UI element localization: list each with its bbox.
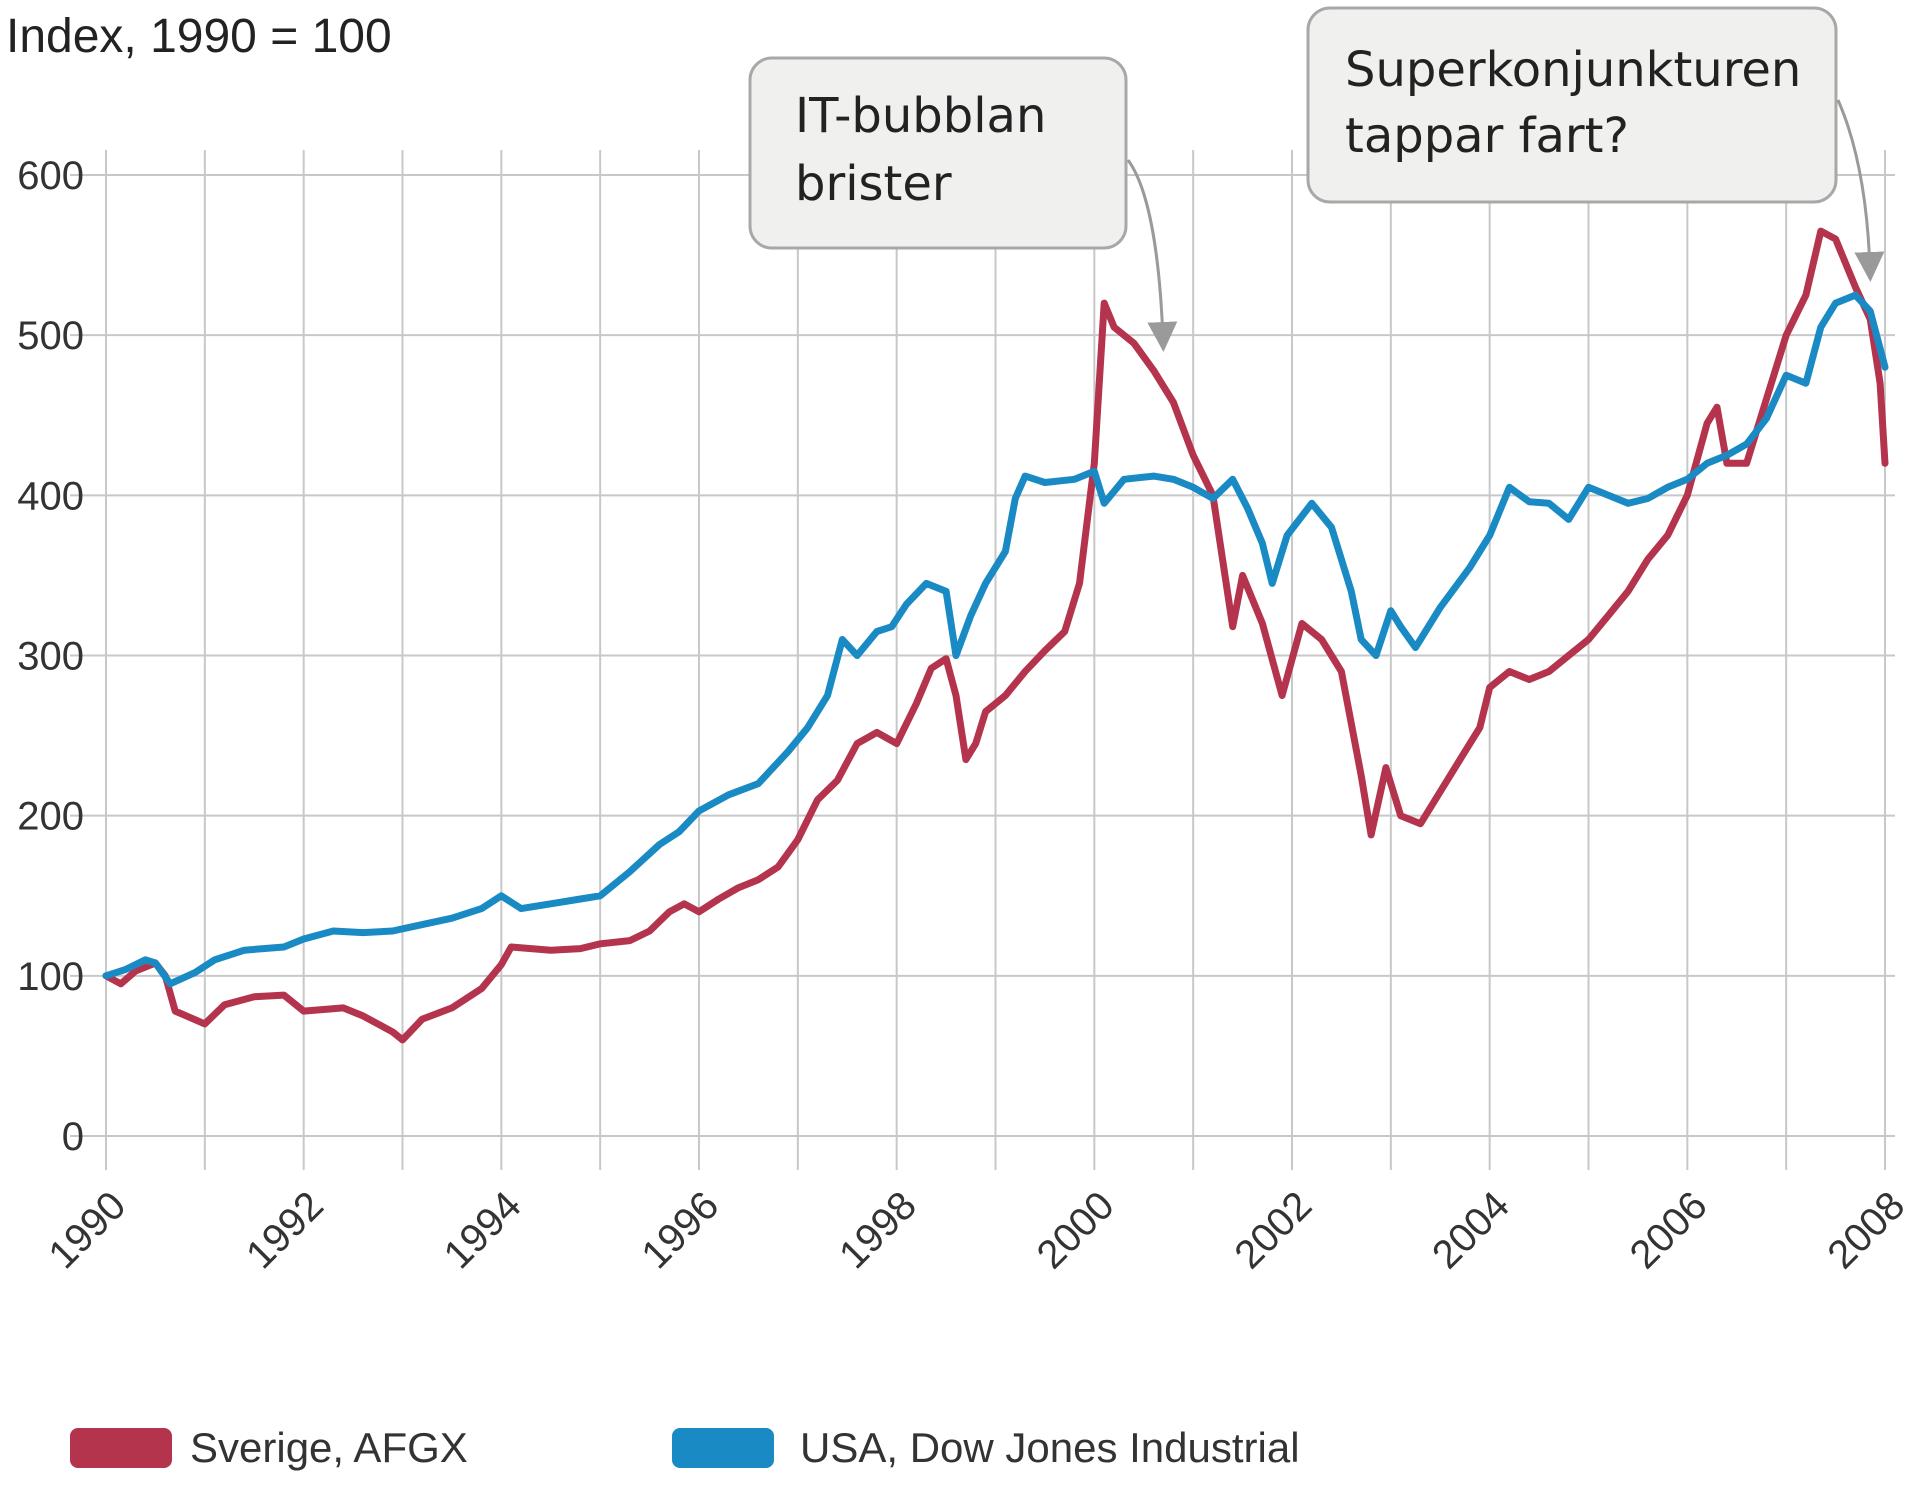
y-tick-label: 100 [17,955,84,999]
legend-label: USA, Dow Jones Industrial [800,1424,1300,1471]
annotation-box [1306,6,1838,204]
y-tick-label: 200 [17,795,84,839]
x-tick-label: 2008 [1819,1183,1913,1277]
annotation-line: IT-bubblan [795,88,1046,144]
annotation-line: brister [795,156,952,212]
legend-swatch [672,1428,774,1468]
x-axis-ticks: 1990 1992 1994 1996 1998 2000 2002 2004 2006 2008 [40,1183,1913,1277]
series-line-usa-dow-jones [102,291,1889,988]
legend-swatch [70,1428,172,1468]
annotation-box [748,56,1128,250]
y-axis-ticks: 0 100 200 300 400 500 600 [17,154,84,1159]
chart-title: Index, 1990 = 100 [6,10,392,63]
annotation-arrow [1836,99,1885,282]
x-tick-label: 1990 [40,1183,134,1277]
series-line-sverige-afgx [102,227,1889,1044]
annotation-line: Superkonjunkturen [1345,42,1801,98]
x-tick-label: 1992 [238,1183,332,1277]
legend-label: Sverige, AFGX [190,1424,468,1471]
series-lines [102,227,1889,1044]
annotation-line: tappar fart? [1345,108,1629,164]
x-tick-label: 2000 [1029,1183,1123,1277]
y-tick-label: 300 [17,635,84,679]
y-tick-label: 0 [62,1115,84,1159]
x-tick-label: 2002 [1226,1183,1320,1277]
grid [70,150,1895,1170]
x-tick-label: 1994 [436,1183,530,1277]
annotation-arrow [1126,159,1178,352]
x-tick-label: 2006 [1622,1183,1716,1277]
x-tick-label: 1996 [633,1183,727,1277]
x-tick-label: 1998 [831,1183,925,1277]
x-tick-label: 2004 [1424,1183,1518,1277]
annotation-superkonjunktur: Superkonjunkturen tappar fart? [1306,6,1885,282]
y-tick-label: 500 [17,314,84,358]
legend: Sverige, AFGX USA, Dow Jones Industrial [70,1424,1300,1471]
annotation-it-bubble: IT-bubblan brister [748,56,1178,352]
y-tick-label: 400 [17,474,84,518]
y-tick-label: 600 [17,154,84,198]
